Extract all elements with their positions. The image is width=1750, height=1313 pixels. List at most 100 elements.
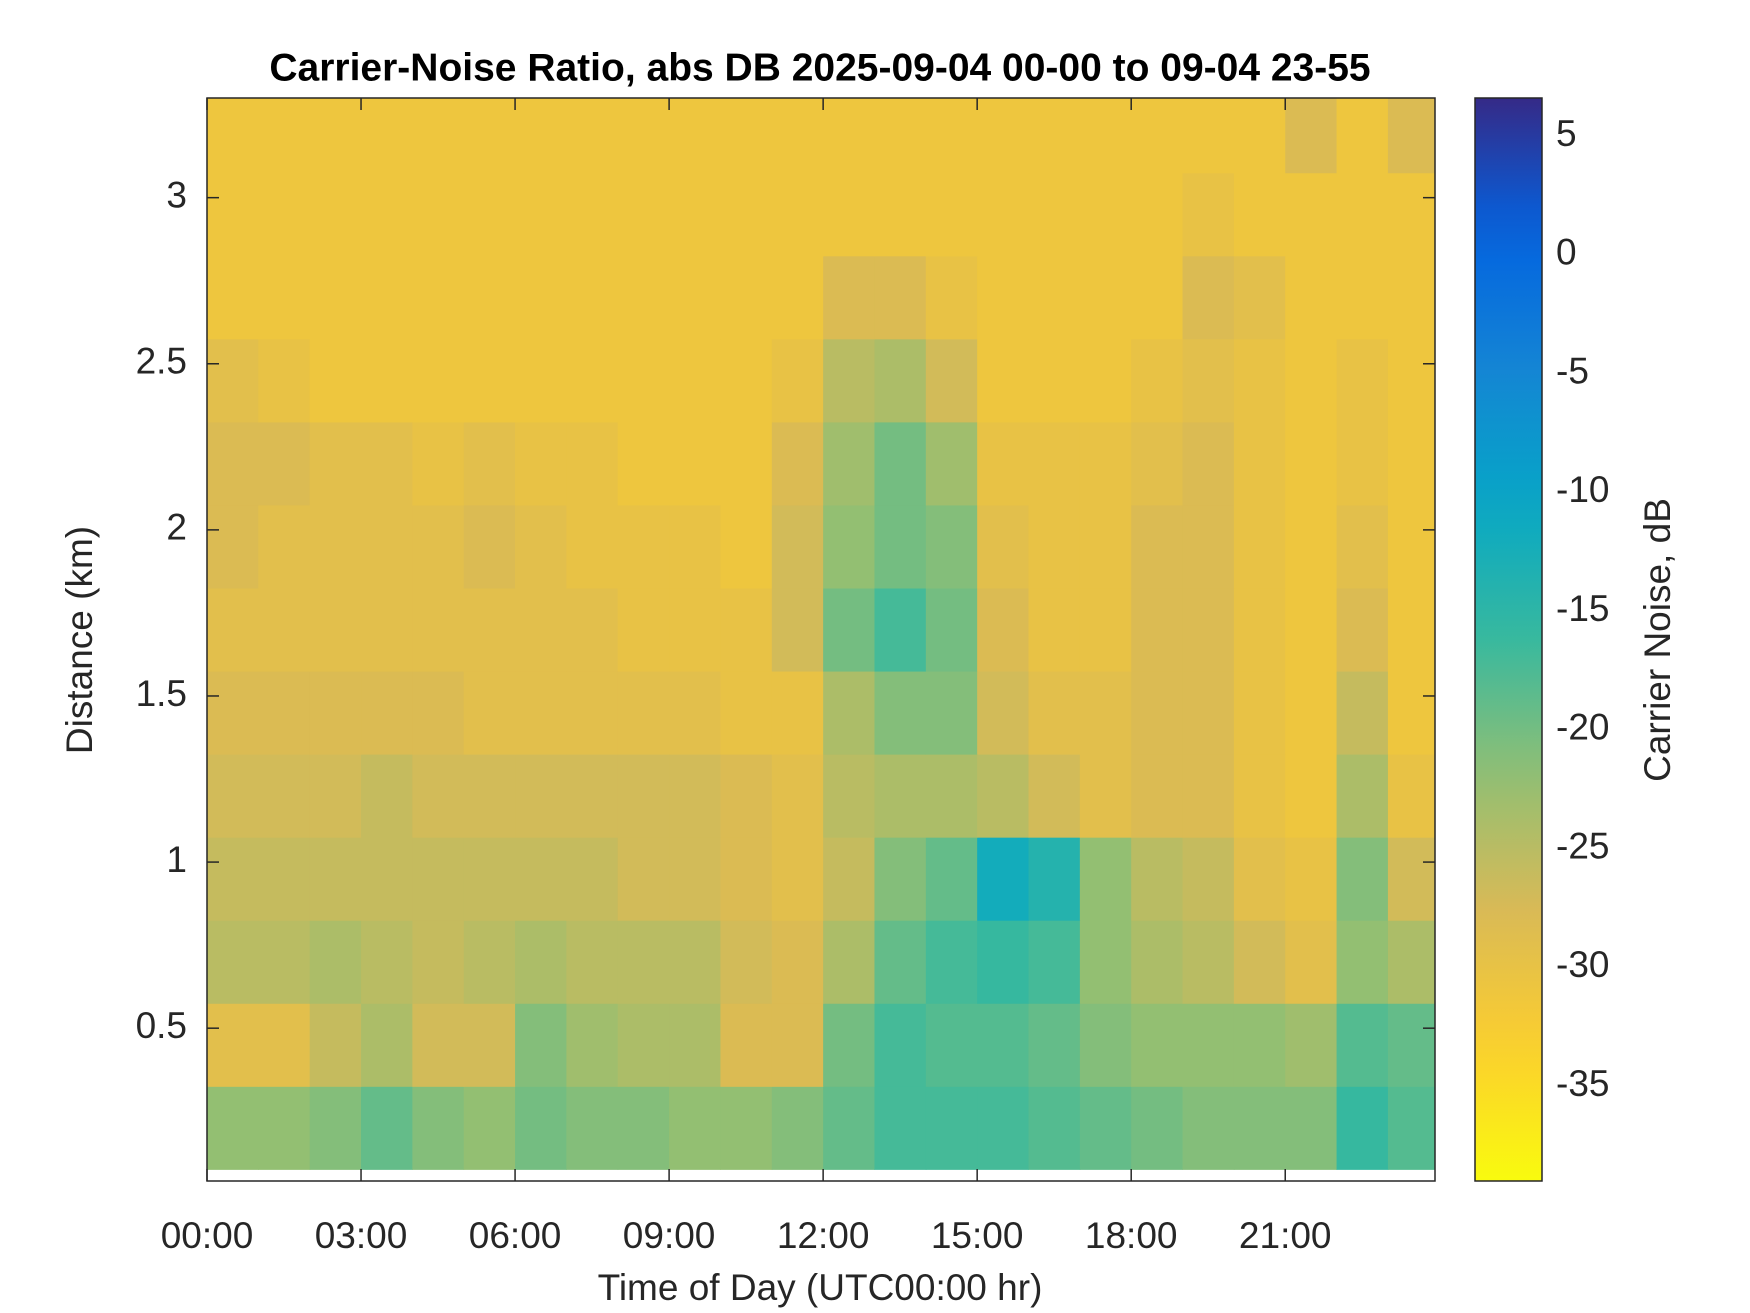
heatmap-cell	[823, 421, 875, 506]
x-tick-label: 18:00	[1085, 1215, 1178, 1256]
heatmap-cell	[1387, 1003, 1435, 1087]
heatmap-cell	[412, 98, 465, 174]
y-tick-label: 1	[166, 839, 187, 880]
heatmap-cell	[412, 338, 465, 423]
heatmap-cell	[1336, 504, 1389, 589]
heatmap-cell	[925, 837, 978, 921]
heatmap-cell	[874, 671, 927, 755]
heatmap-cell	[771, 504, 824, 589]
heatmap-cell	[309, 920, 362, 1004]
heatmap-cell	[1028, 338, 1081, 423]
heatmap-cell	[1028, 1086, 1081, 1170]
heatmap-cell	[1079, 1086, 1132, 1170]
heatmap-cell	[463, 588, 516, 672]
heatmap-cell	[823, 754, 875, 838]
heatmap-cell	[412, 671, 465, 755]
heatmap-cell	[925, 255, 978, 340]
heatmap-cell	[1233, 754, 1286, 838]
x-tick-label: 09:00	[623, 1215, 716, 1256]
heatmap-cell	[1285, 837, 1338, 921]
heatmap-cell	[771, 1086, 824, 1170]
heatmap-cell	[1387, 671, 1435, 755]
heatmap-cell	[1079, 421, 1132, 506]
heatmap-cell	[977, 837, 1030, 921]
heatmap-cell	[515, 255, 567, 340]
heatmap-cell	[1079, 172, 1132, 257]
heatmap-cell	[207, 172, 259, 257]
heatmap-cell	[1028, 588, 1081, 672]
heatmap-cell	[977, 588, 1030, 672]
heatmap-cell	[566, 588, 619, 672]
heatmap-cell	[669, 671, 721, 755]
heatmap-cell	[1079, 588, 1132, 672]
heatmap-cell	[361, 338, 413, 423]
y-tick-label: 2	[166, 507, 187, 548]
heatmap-cell	[1387, 338, 1435, 423]
heatmap-cell	[669, 338, 721, 423]
heatmap-cell	[566, 754, 619, 838]
heatmap-cell	[977, 421, 1030, 506]
heatmap-cell	[669, 754, 721, 838]
heatmap-cell	[1131, 837, 1184, 921]
heatmap-cell	[515, 1003, 567, 1087]
heatmap-cell	[258, 338, 311, 423]
heatmap-cell	[361, 1003, 413, 1087]
heatmap-cell	[720, 588, 773, 672]
heatmap-cell	[1182, 421, 1235, 506]
heatmap-cell	[1336, 338, 1389, 423]
heatmap-cell	[1182, 504, 1235, 589]
heatmap-cell	[823, 338, 875, 423]
heatmap-cell	[823, 588, 875, 672]
heatmap-cell	[566, 920, 619, 1004]
heatmap-cell	[617, 588, 670, 672]
x-tick-label: 03:00	[315, 1215, 408, 1256]
heatmap-cell	[720, 1003, 773, 1087]
colorbar-tick-label: -10	[1556, 469, 1609, 510]
heatmap-cell	[1079, 754, 1132, 838]
heatmap-cell	[771, 98, 824, 174]
heatmap-cell	[669, 172, 721, 257]
heatmap-cell	[771, 754, 824, 838]
heatmap-cell	[720, 671, 773, 755]
heatmap-cell	[669, 98, 721, 174]
heatmap-cell	[1233, 837, 1286, 921]
heatmap-cell	[463, 338, 516, 423]
heatmap-cell	[925, 98, 978, 174]
heatmap-cell	[1028, 98, 1081, 174]
heatmap-cell	[1079, 255, 1132, 340]
heatmap-cell	[412, 504, 465, 589]
colorbar-label: Carrier Noise, dB	[1637, 498, 1678, 782]
heatmap-cell	[617, 1086, 670, 1170]
colorbar-tick-label: -15	[1556, 588, 1609, 629]
heatmap-cell	[1233, 588, 1286, 672]
heatmap-cell	[1131, 588, 1184, 672]
heatmap-cell	[1182, 172, 1235, 257]
heatmap-cell	[1233, 1086, 1286, 1170]
heatmap-cell	[1285, 671, 1338, 755]
heatmap-cell	[566, 338, 619, 423]
heatmap-cell	[1131, 754, 1184, 838]
heatmap-cell	[515, 588, 567, 672]
heatmap-cell	[669, 1003, 721, 1087]
heatmap-cell	[823, 671, 875, 755]
heatmap-cell	[720, 1086, 773, 1170]
heatmap-cell	[771, 421, 824, 506]
y-tick-label: 1.5	[136, 673, 187, 714]
heatmap-cell	[1182, 98, 1235, 174]
heatmap-cell	[463, 172, 516, 257]
heatmap-cell	[1336, 920, 1389, 1004]
heatmap-cell	[1079, 338, 1132, 423]
heatmap-cell	[207, 421, 259, 506]
heatmap-cell	[1387, 98, 1435, 174]
heatmap-cell	[361, 421, 413, 506]
heatmap-cell	[1336, 754, 1389, 838]
heatmap-cell	[771, 338, 824, 423]
heatmap-cell	[309, 338, 362, 423]
heatmap-cell	[207, 671, 259, 755]
heatmap-cell	[977, 338, 1030, 423]
heatmap-cell	[1336, 421, 1389, 506]
heatmap-cell	[207, 98, 259, 174]
heatmap-cell	[1336, 1003, 1389, 1087]
heatmap-cell	[412, 1003, 465, 1087]
heatmap-cell	[925, 671, 978, 755]
